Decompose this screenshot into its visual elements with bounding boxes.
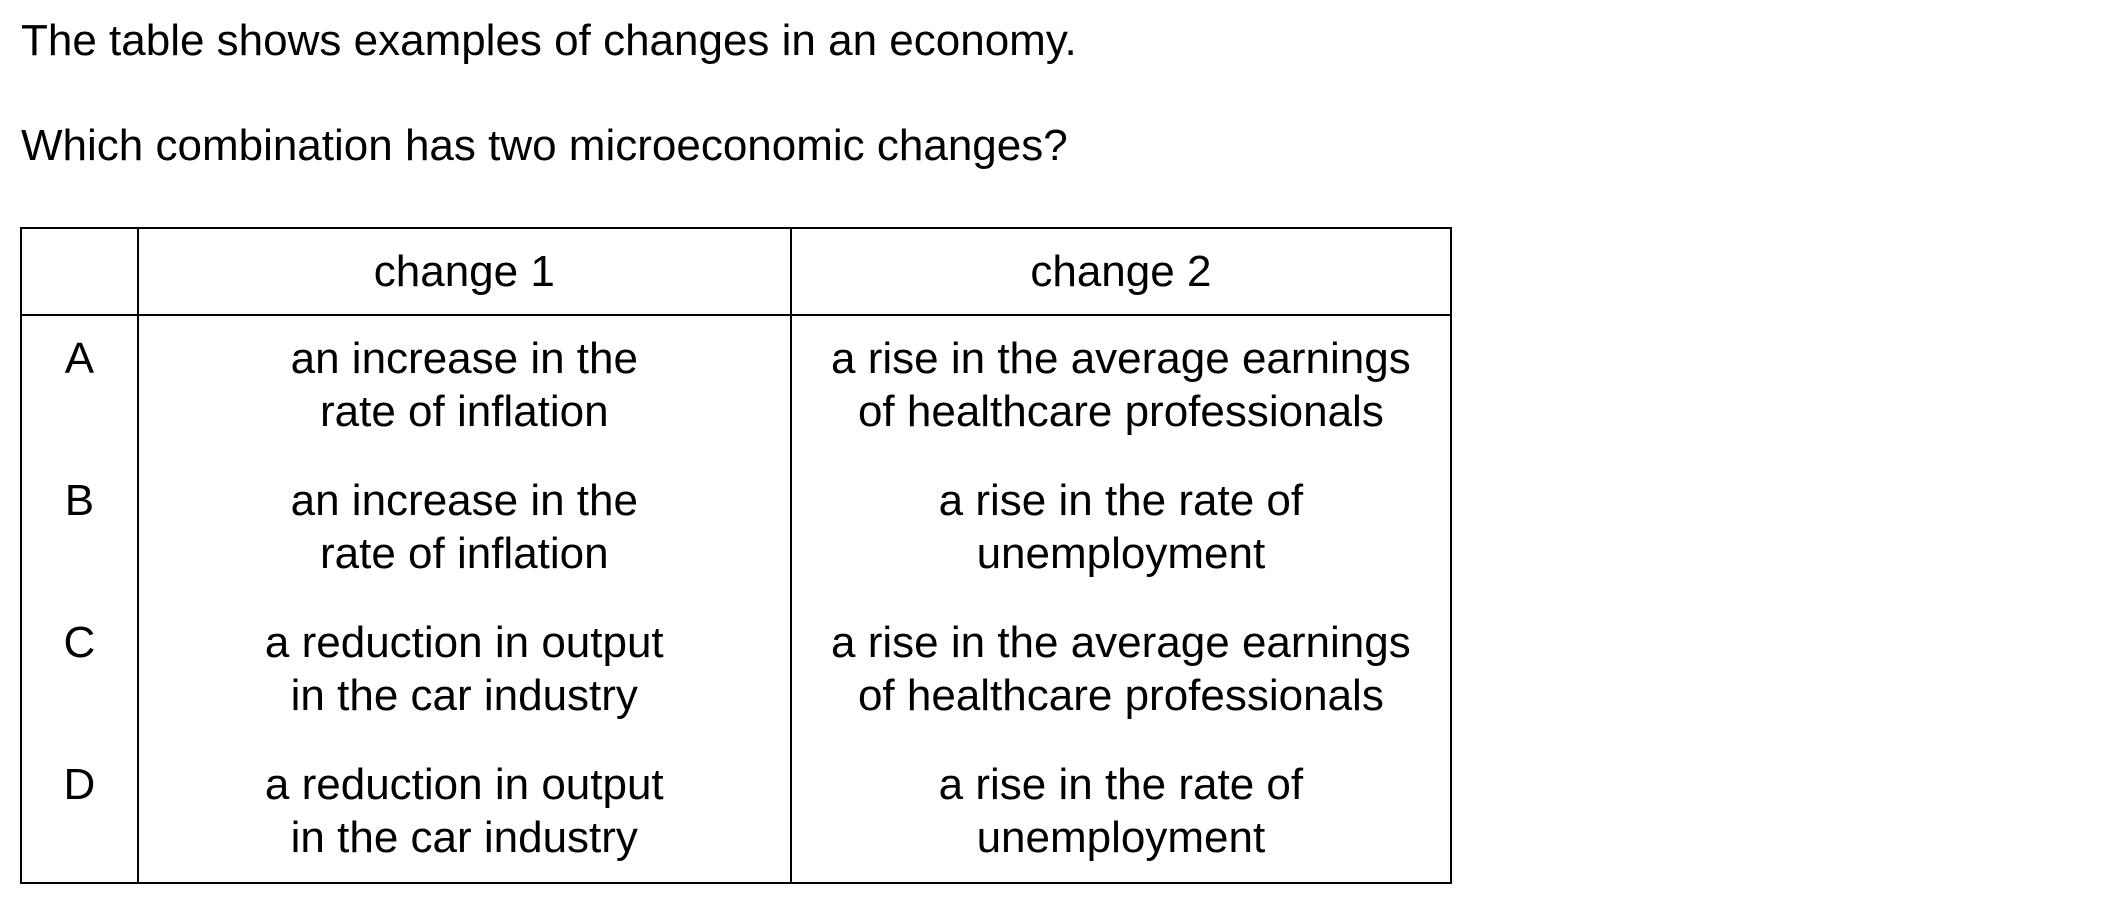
cell-line: a reduction in output bbox=[264, 618, 664, 667]
change-1-cell: a reduction in output in the car industr… bbox=[136, 600, 792, 742]
change-2-cell: a rise in the rate of unemployment bbox=[789, 458, 1453, 600]
cell-line: in the car industry bbox=[290, 813, 638, 862]
cell-line: of healthcare professionals bbox=[857, 671, 1384, 720]
cell-line: a rise in the average earnings bbox=[831, 618, 1411, 667]
cell-line: unemployment bbox=[976, 529, 1266, 578]
question-text: Which combination has two microeconomic … bbox=[21, 121, 1068, 170]
option-key: A bbox=[20, 315, 139, 458]
cell-line: a rise in the rate of bbox=[938, 760, 1304, 809]
option-key: D bbox=[20, 742, 139, 884]
intro-text: The table shows examples of changes in a… bbox=[21, 16, 1077, 65]
change-1-cell: an increase in the rate of inflation bbox=[136, 315, 792, 458]
cell-line: of healthcare professionals bbox=[857, 387, 1384, 436]
cell-line: in the car industry bbox=[290, 671, 638, 720]
cell-line: an increase in the bbox=[290, 334, 638, 383]
change-2-cell: a rise in the average earnings of health… bbox=[789, 315, 1453, 458]
change-1-cell: a reduction in output in the car industr… bbox=[136, 742, 792, 884]
changes-table: change 1 change 2 A an increase in the r… bbox=[20, 227, 1453, 884]
header-change-1: change 1 bbox=[136, 227, 792, 316]
table-row: C a reduction in output in the car indus… bbox=[20, 600, 1453, 742]
header-key-cell bbox=[20, 227, 139, 316]
cell-line: a rise in the average earnings bbox=[831, 334, 1411, 383]
table-row: D a reduction in output in the car indus… bbox=[20, 742, 1453, 884]
change-1-cell: an increase in the rate of inflation bbox=[136, 458, 792, 600]
cell-line: rate of inflation bbox=[319, 529, 609, 578]
cell-line: unemployment bbox=[976, 813, 1266, 862]
table-row: B an increase in the rate of inflation a… bbox=[20, 458, 1453, 600]
cell-line: rate of inflation bbox=[319, 387, 609, 436]
change-2-cell: a rise in the average earnings of health… bbox=[789, 600, 1453, 742]
header-change-2: change 2 bbox=[789, 227, 1453, 316]
option-key: C bbox=[20, 600, 139, 742]
cell-line: a rise in the rate of bbox=[938, 476, 1304, 525]
table-row: A an increase in the rate of inflation a… bbox=[20, 315, 1453, 458]
cell-line: a reduction in output bbox=[264, 760, 664, 809]
table-header-row: change 1 change 2 bbox=[20, 227, 1453, 316]
option-key: B bbox=[20, 458, 139, 600]
change-2-cell: a rise in the rate of unemployment bbox=[789, 742, 1453, 884]
cell-line: an increase in the bbox=[290, 476, 638, 525]
